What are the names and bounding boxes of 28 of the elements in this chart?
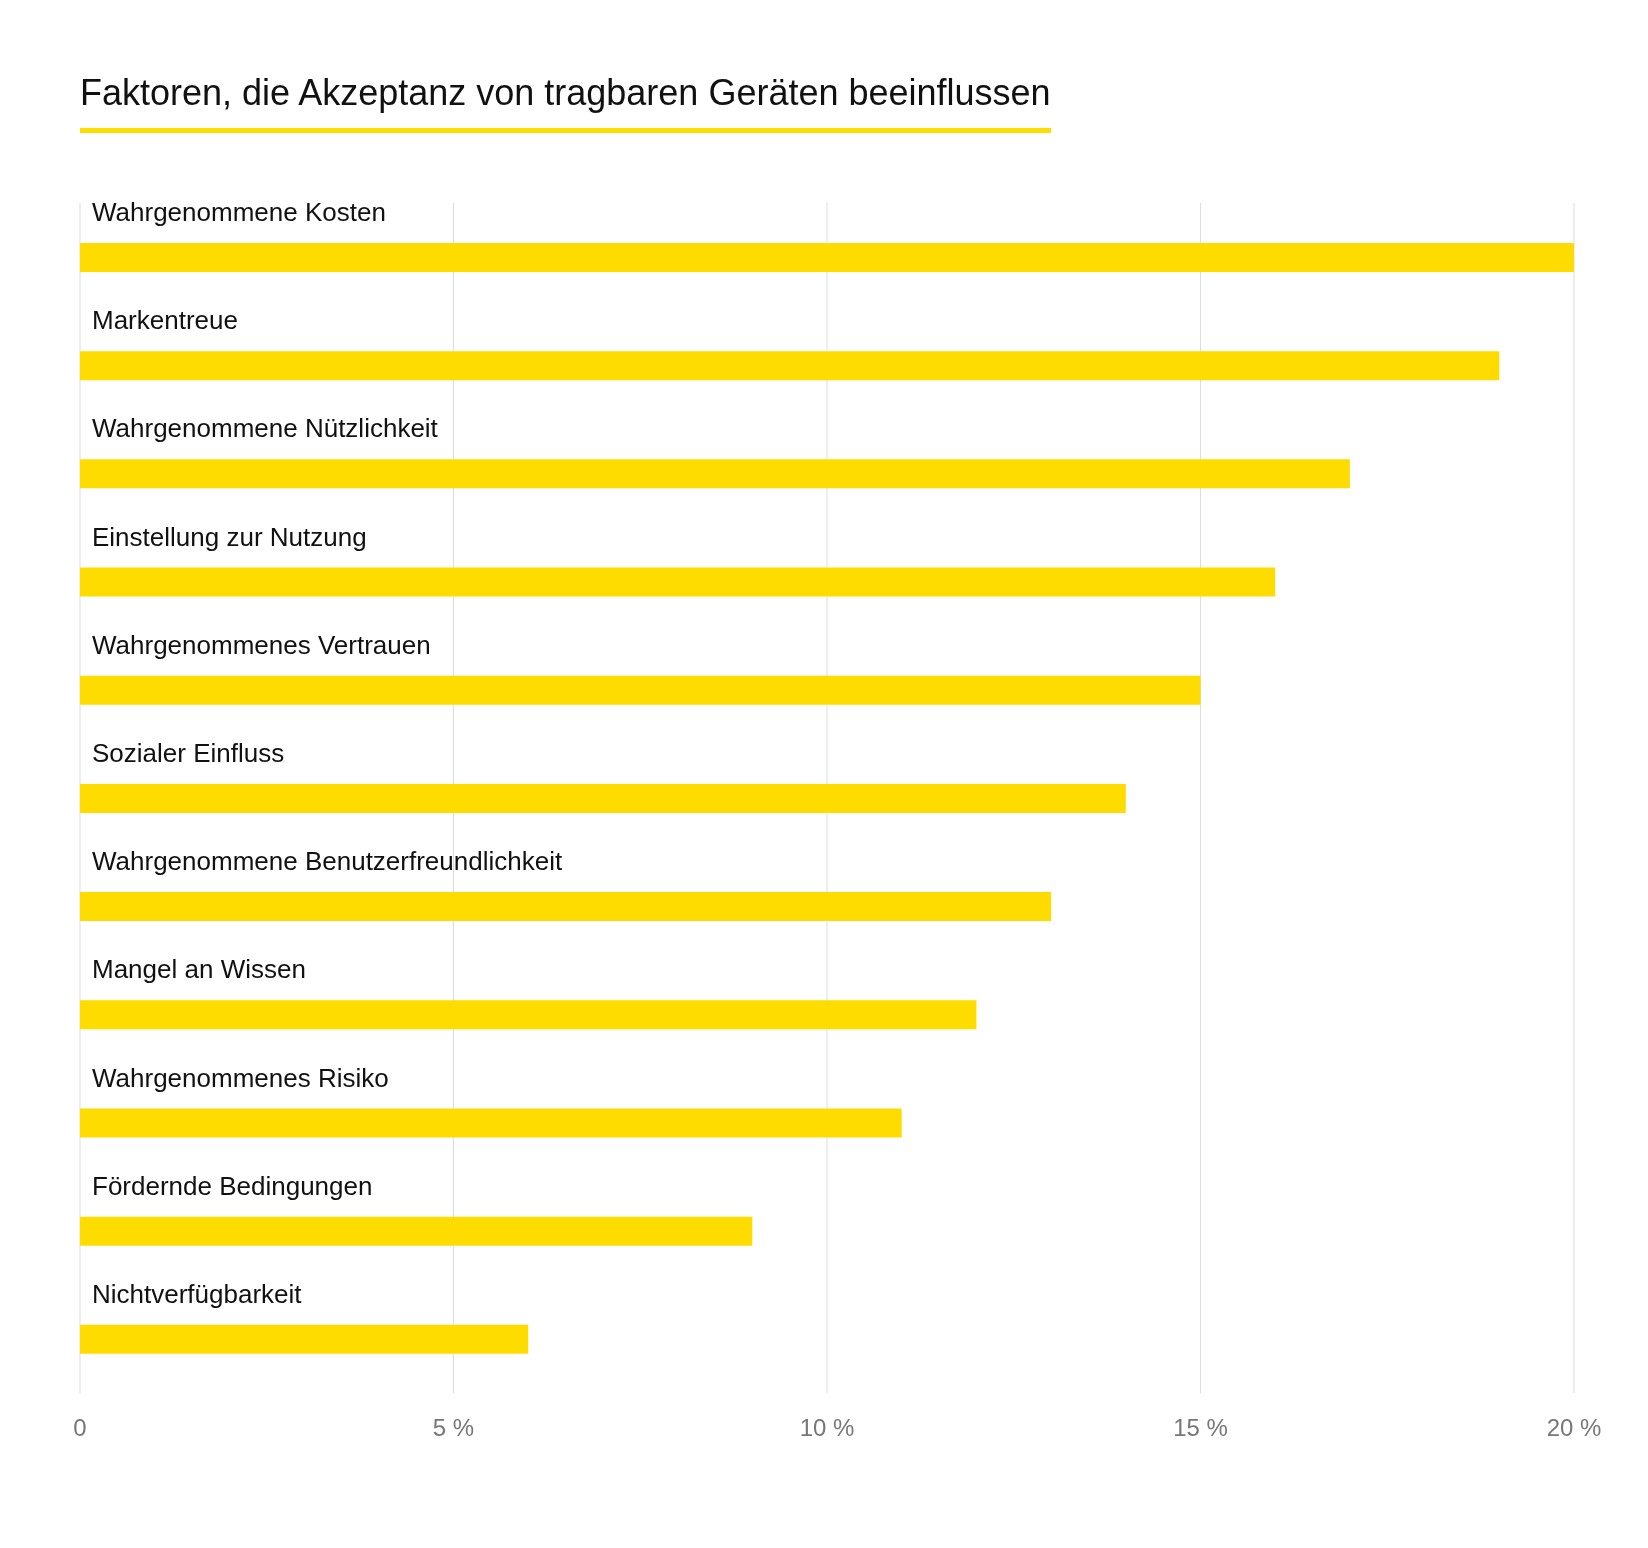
bar [80, 1216, 753, 1246]
y-tick-label: Wahrgenommene Nützlichkeit [92, 413, 439, 444]
bar [80, 892, 1052, 922]
bar [80, 243, 1574, 272]
bar [80, 459, 1350, 489]
bar [80, 351, 1500, 381]
bar [80, 783, 1126, 813]
y-tick-label: Nichtverfügbarkeit [92, 1278, 303, 1309]
y-tick-label: Mangel an Wissen [92, 954, 306, 985]
y-tick-label: Wahrgenommenes Vertrauen [92, 629, 431, 660]
x-tick-label: 0 [73, 1414, 87, 1442]
bar [80, 1108, 902, 1138]
y-tick-label: Markentreue [92, 305, 238, 336]
x-tick-label: 10 % [799, 1414, 855, 1442]
y-tick-label: Fördernde Bedingungen [92, 1170, 373, 1201]
bar [80, 1000, 977, 1030]
x-tick-label: 5 % [432, 1414, 475, 1442]
y-tick-label: Wahrgenommenes Risiko [92, 1062, 389, 1093]
y-tick-label: Wahrgenommene Benutzerfreundlichkeit [92, 846, 563, 877]
chart-title: Faktoren, die Akzeptanz von tragbaren Geräten beeinflussen [80, 72, 1051, 133]
y-tick-label: Sozialer Einfluss [92, 738, 285, 768]
bar [80, 1324, 529, 1354]
y-tick-label: Einstellung zur Nutzung [92, 521, 367, 552]
bar [80, 675, 1201, 705]
y-tick-label: Wahrgenommene Kosten [92, 197, 386, 228]
x-tick-label: 20 % [1546, 1414, 1602, 1442]
x-tick-label: 15 % [1173, 1414, 1228, 1442]
bar [80, 567, 1276, 597]
